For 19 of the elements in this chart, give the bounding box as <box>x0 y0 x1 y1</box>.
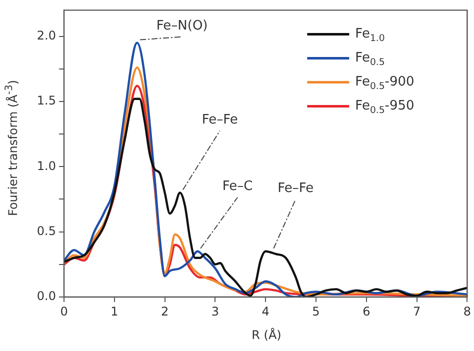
annotation: Fe–C <box>222 179 253 194</box>
x-tick-label: 3 <box>211 304 220 318</box>
x-tick-label: 1 <box>110 304 118 318</box>
annotation: Fe–Fe <box>202 112 238 128</box>
x-tick-label: 7 <box>412 304 421 318</box>
annotation: Fe–Fe <box>278 181 314 196</box>
annotation: Fe–N(O) <box>156 18 208 34</box>
x-tick-label: 0 <box>60 304 68 318</box>
x-tick-label: 4 <box>262 304 270 318</box>
y-tick-label: 0.5 <box>36 224 56 238</box>
x-tick-label: 2 <box>160 304 169 318</box>
x-tick-label: 5 <box>312 304 320 318</box>
y-tick-label: 1.0 <box>36 158 56 173</box>
y-tick-label: 2.0 <box>36 28 56 42</box>
x-tick-label: 6 <box>362 304 370 318</box>
y-tick-label: 1.5 <box>36 94 56 108</box>
y-tick-label: 0.0 <box>36 289 56 304</box>
x-tick-label: 8 <box>463 304 472 318</box>
x-axis-title: R (Å) <box>250 328 282 342</box>
